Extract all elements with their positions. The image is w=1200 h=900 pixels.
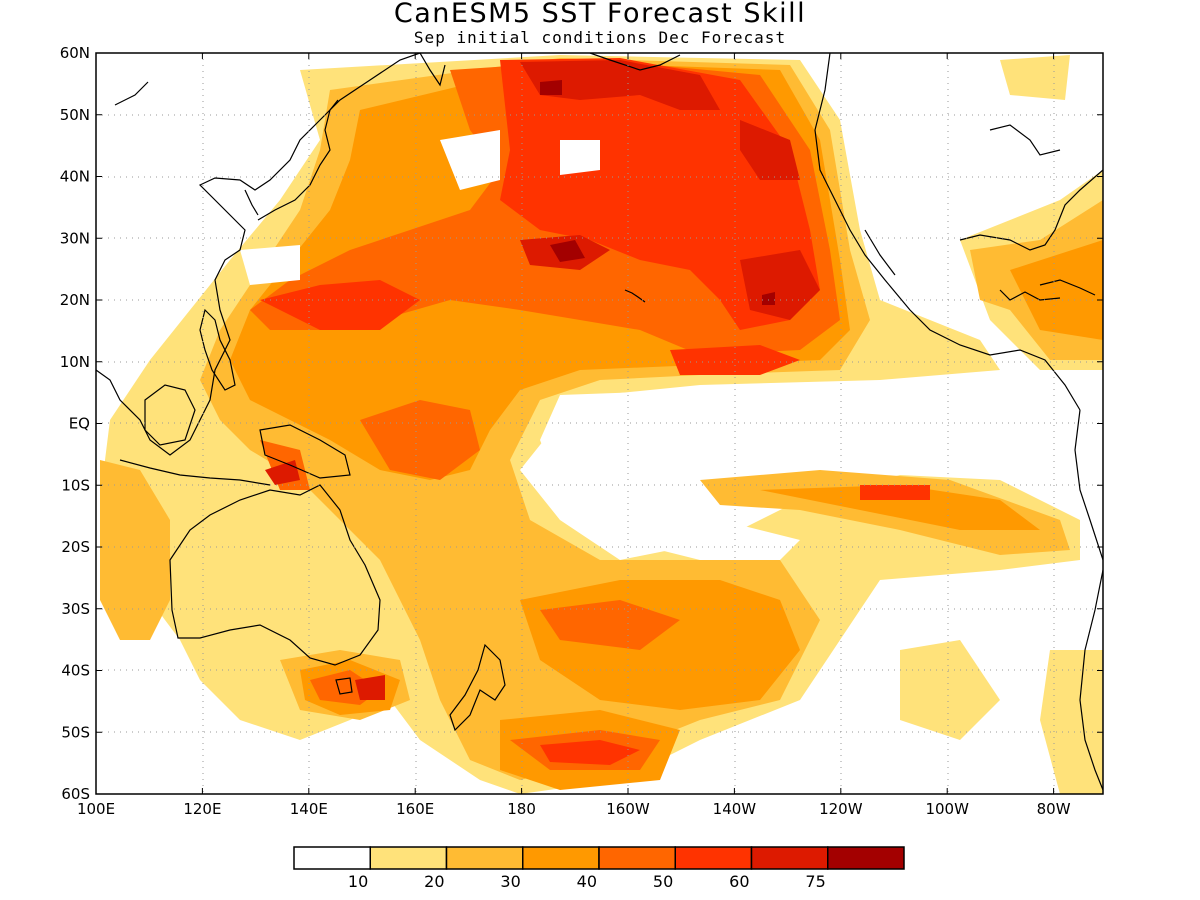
axis-ticks	[95, 52, 1103, 795]
colorbar-label: 20	[424, 872, 444, 891]
borneo-coastline	[144, 384, 196, 446]
lon-tick-label: 160W	[606, 800, 650, 818]
lat-tick-label: 20S	[61, 538, 90, 556]
lat-tick-label: 30N	[60, 229, 90, 247]
colorbar-swatch	[369, 846, 448, 870]
indonesia-coastline	[119, 459, 271, 486]
colorbar-label: 40	[577, 872, 597, 891]
map-title: CanESM5 SST Forecast Skill	[393, 0, 807, 29]
lon-tick-label: 100W	[925, 800, 969, 818]
lon-tick-label: 140W	[713, 800, 757, 818]
cuba-coastline	[1039, 279, 1096, 296]
colorbar-label: 60	[729, 872, 749, 891]
lat-tick-label: 40N	[60, 168, 90, 186]
colorbar-swatch	[750, 846, 829, 870]
coastlines	[96, 53, 1103, 791]
lat-tick-label: EQ	[69, 415, 90, 433]
lat-tick-label: 50N	[60, 106, 90, 124]
kamchatka-coastline	[419, 53, 446, 87]
japan-coastline	[257, 99, 339, 221]
lon-tick-label: 140E	[290, 800, 328, 818]
tasmania-coastline	[335, 677, 353, 695]
philippines-coastline	[199, 308, 236, 391]
lon-tick-label: 160E	[396, 800, 434, 818]
lat-tick-label: 30S	[61, 600, 90, 618]
colorbar-swatch	[598, 846, 676, 870]
map-subtitle: Sep initial conditions Dec Forecast	[413, 28, 787, 47]
lat-tick-label: 50S	[61, 723, 90, 741]
colorbar-swatch	[827, 846, 905, 870]
colorbar: 10 20 30 40 50 60 75	[293, 846, 905, 891]
lon-tick-label: 100E	[77, 800, 115, 818]
lat-tick-label: 40S	[61, 662, 90, 680]
colorbar-swatch	[674, 846, 753, 870]
skill-level-75	[540, 80, 775, 305]
colorbar-swatch	[445, 846, 524, 870]
alaska-coastline	[589, 53, 681, 71]
lon-tick-label: 120W	[819, 800, 863, 818]
colorbar-swatch	[293, 846, 371, 870]
great-lakes-coastline	[989, 124, 1061, 156]
colorbar-swatch	[522, 846, 600, 870]
hawaii-coastline	[624, 289, 646, 303]
north-america-coastline	[814, 53, 1081, 411]
lat-tick-label: 20N	[60, 291, 90, 309]
chile-coastline	[1079, 569, 1103, 791]
colorbar-label: 50	[653, 872, 673, 891]
skill-level-60	[265, 60, 820, 700]
sakhalin-coastline	[114, 81, 149, 106]
gulf-coastline	[959, 169, 1103, 251]
new-guinea-coastline	[259, 424, 351, 479]
low-skill-areas	[240, 130, 1090, 560]
yucatan-coastline	[999, 289, 1061, 301]
colorbar-label: 75	[805, 872, 825, 891]
lon-tick-label: 120E	[183, 800, 221, 818]
lat-axis: 60N 50N 40N 30N 20N 10N EQ 10S 20S 30S 40S 50S 60S	[60, 44, 90, 803]
lat-tick-label: 60S	[61, 785, 90, 803]
skill-shading	[96, 53, 1103, 794]
lat-tick-label: 60N	[60, 44, 90, 62]
australia-coastline	[169, 484, 381, 666]
colorbar-label: 10	[348, 872, 368, 891]
new-zealand-coastline	[449, 643, 506, 732]
colorbar-label: 30	[500, 872, 520, 891]
korea-coastline	[244, 189, 259, 216]
lon-tick-label: 180	[507, 800, 536, 818]
south-america-coastline	[1074, 409, 1103, 561]
asia-coastline	[96, 53, 421, 456]
lat-tick-label: 10S	[61, 476, 90, 494]
lon-tick-label: 80W	[1037, 800, 1071, 818]
lon-axis: 100E 120E 140E 160E 180 160W 140W 120W 100W 80W	[77, 800, 1071, 818]
lat-tick-label: 10N	[60, 353, 90, 371]
